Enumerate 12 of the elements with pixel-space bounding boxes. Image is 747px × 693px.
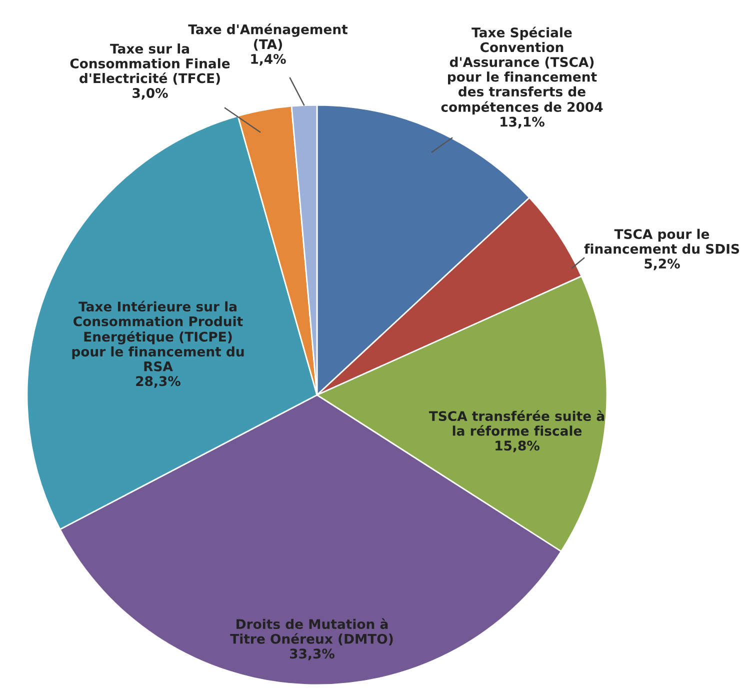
slice-label: Droits de Mutation à Titre Onéreux (DMTO) (230, 618, 393, 646)
data-label: 13,1% (500, 116, 544, 128)
data-label: 33,3% (290, 648, 334, 660)
data-label: 28,3% (136, 376, 180, 388)
data-label: 3,0% (132, 88, 168, 100)
slice-label: TSCA transférée suite à la réforme fiscale (428, 410, 604, 436)
slice-label: Taxe Spéciale Convention d'Assurance (TSCA) pour le financement des transferts de compétences de 2004 (441, 26, 603, 115)
data-label: 1,4% (251, 54, 286, 66)
slice-label: TSCA pour le financement du SDIS (584, 228, 740, 254)
data-label: 5,2% (644, 258, 680, 270)
data-label: 15,8% (496, 440, 540, 452)
slice-label: Taxe Intérieure sur la Consommation Produit Energétique (TICPE) pour le financement du RSA (72, 300, 244, 372)
